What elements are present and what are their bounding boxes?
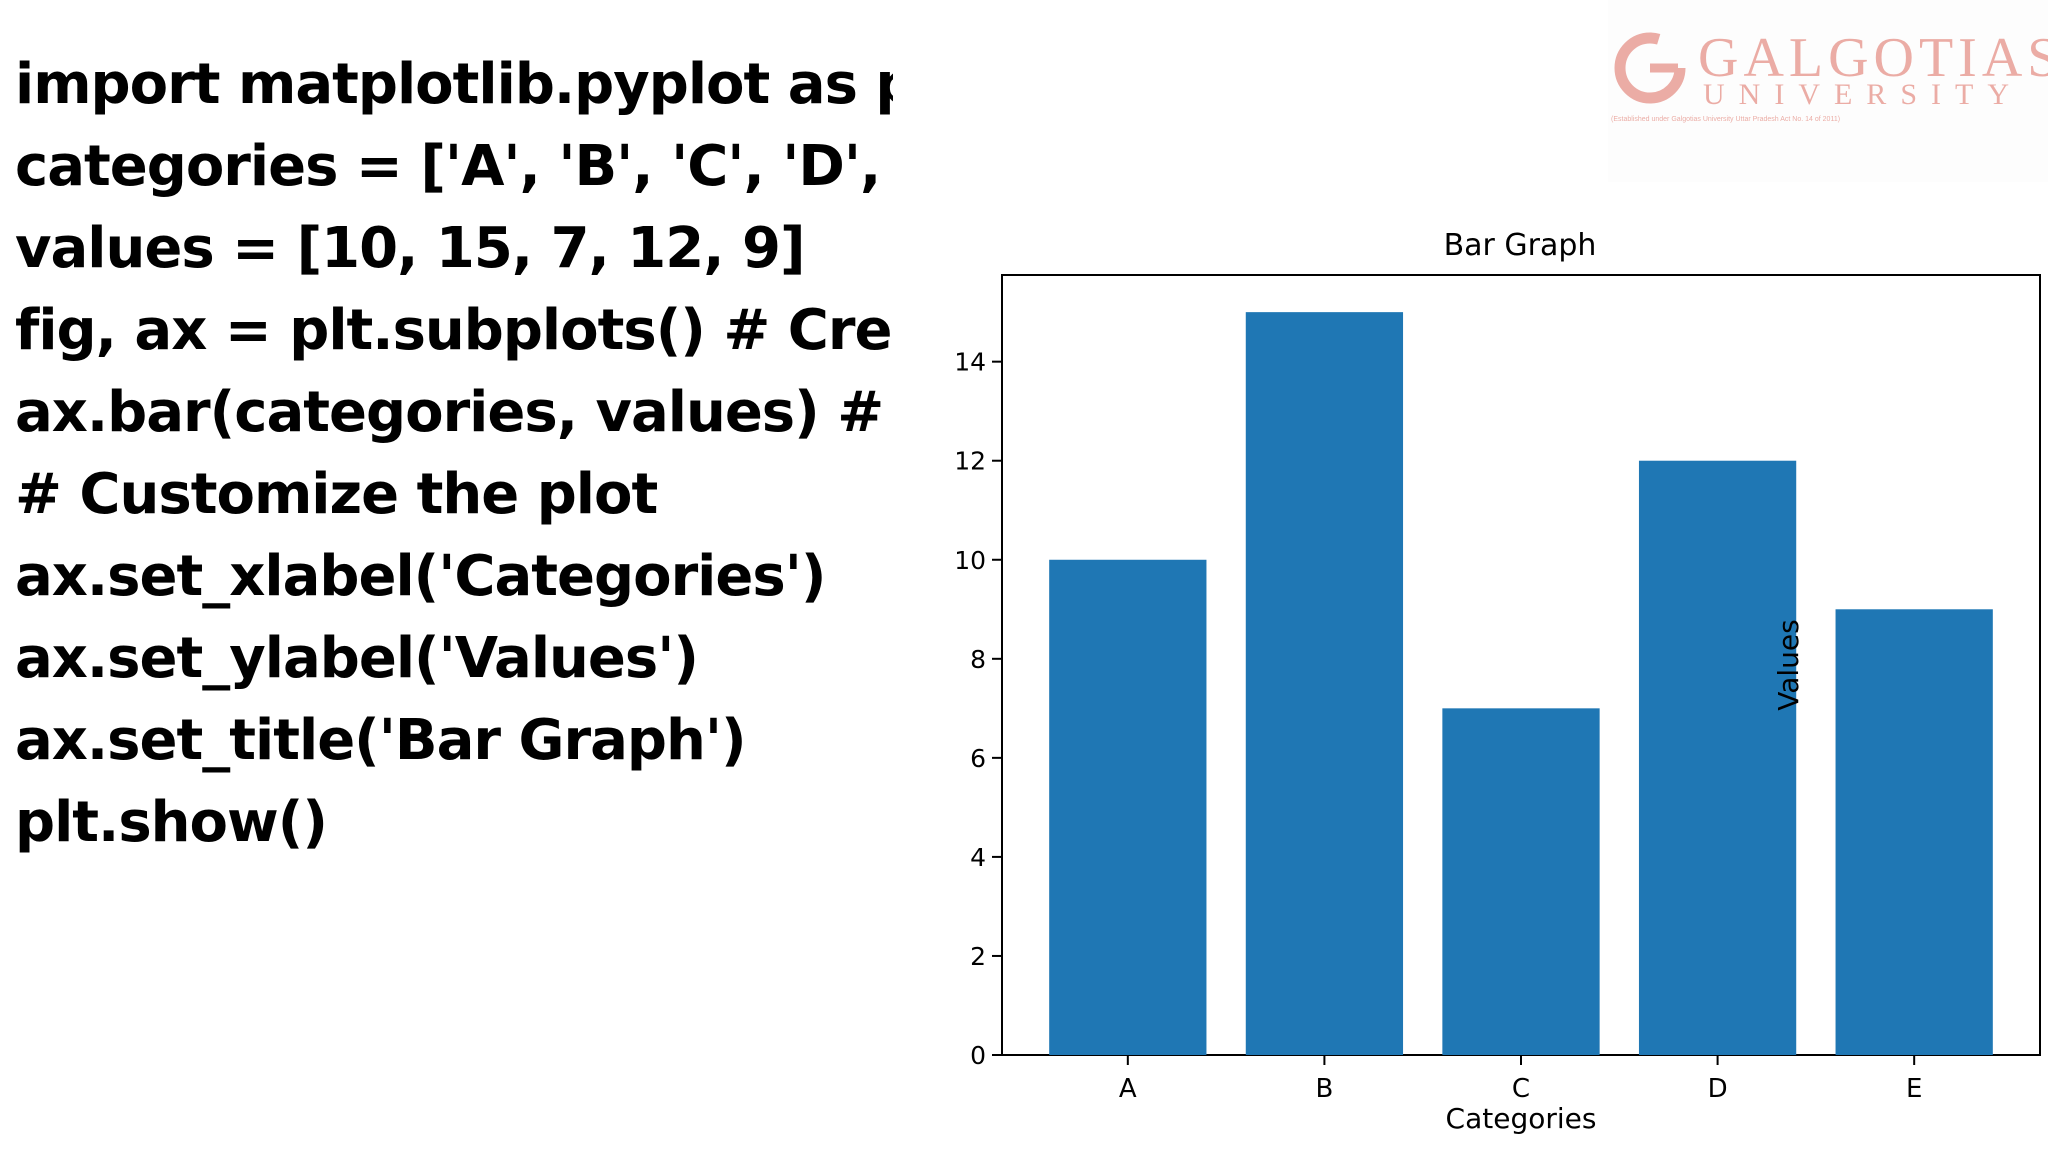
- x-tick-label: B: [1315, 1074, 1333, 1104]
- x-tick-label: E: [1906, 1074, 1922, 1104]
- x-tick-label: D: [1708, 1074, 1728, 1104]
- y-tick-label: 10: [954, 546, 986, 575]
- y-tick-label: 14: [954, 348, 986, 377]
- y-axis-label: Values: [1772, 619, 1805, 710]
- y-tick-label: 4: [970, 843, 986, 872]
- y-tick-label: 8: [970, 645, 986, 674]
- university-logo: GALGOTIAS UNIVERSITY (Established under …: [1608, 0, 2048, 182]
- logo-name: GALGOTIAS: [1698, 27, 2048, 89]
- x-tick-label: C: [1512, 1074, 1530, 1104]
- y-tick-label: 12: [954, 447, 986, 476]
- bar-a: [1049, 559, 1207, 1055]
- x-tick-label: A: [1119, 1074, 1137, 1104]
- bar-e: [1835, 609, 1993, 1055]
- code-line: import matplotlib.pyplot as plt: [15, 52, 893, 117]
- code-line: ax.bar(categories, values) # Plc: [15, 380, 893, 445]
- x-axis-ticks: A B C D E: [1119, 1055, 1922, 1104]
- bar-d: [1638, 460, 1797, 1055]
- code-line: plt.show(): [15, 790, 328, 855]
- code-line: ax.set_title('Bar Graph'): [15, 708, 747, 773]
- logo-tagline: (Established under Galgotias University …: [1611, 116, 1840, 123]
- bar-c: [1442, 708, 1600, 1055]
- y-tick-label: 2: [970, 942, 986, 971]
- galgotias-logo-icon: GALGOTIAS UNIVERSITY (Established under …: [1611, 27, 2048, 123]
- code-line: # Customize the plot: [15, 462, 658, 527]
- code-line: values = [10, 15, 7, 12, 9]: [15, 216, 806, 281]
- code-listing: import matplotlib.pyplot as plt categorie…: [15, 44, 893, 884]
- bars: [1049, 312, 1993, 1056]
- code-line: ax.set_ylabel('Values'): [15, 626, 699, 691]
- y-tick-label: 0: [970, 1041, 986, 1070]
- chart-title: Bar Graph: [1444, 228, 1597, 263]
- y-axis-ticks: 0 2 4 6 8 10 12 14: [954, 348, 1002, 1070]
- x-axis-label: Categories: [1446, 1102, 1597, 1135]
- code-line: categories = ['A', 'B', 'C', 'D', 'E']: [15, 134, 893, 199]
- logo-subtitle: UNIVERSITY: [1703, 78, 2023, 111]
- bar-chart: Bar Graph 0 2 4 6 8 10 12 14 A B C D E Categories V…: [954, 228, 2041, 1135]
- bar-b: [1245, 312, 1404, 1056]
- code-line: fig, ax = plt.subplots() # Create: [15, 298, 893, 363]
- code-line: ax.set_xlabel('Categories'): [15, 544, 826, 609]
- y-tick-label: 6: [970, 744, 986, 773]
